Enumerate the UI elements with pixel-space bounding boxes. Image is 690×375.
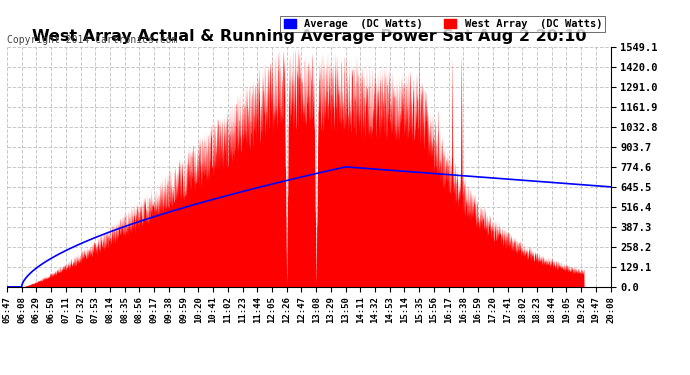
- Title: West Array Actual & Running Average Power Sat Aug 2 20:10: West Array Actual & Running Average Powe…: [32, 29, 586, 44]
- Text: Copyright 2014 Cartronics.com: Copyright 2014 Cartronics.com: [7, 35, 177, 45]
- Legend: Average  (DC Watts), West Array  (DC Watts): Average (DC Watts), West Array (DC Watts…: [280, 16, 605, 32]
